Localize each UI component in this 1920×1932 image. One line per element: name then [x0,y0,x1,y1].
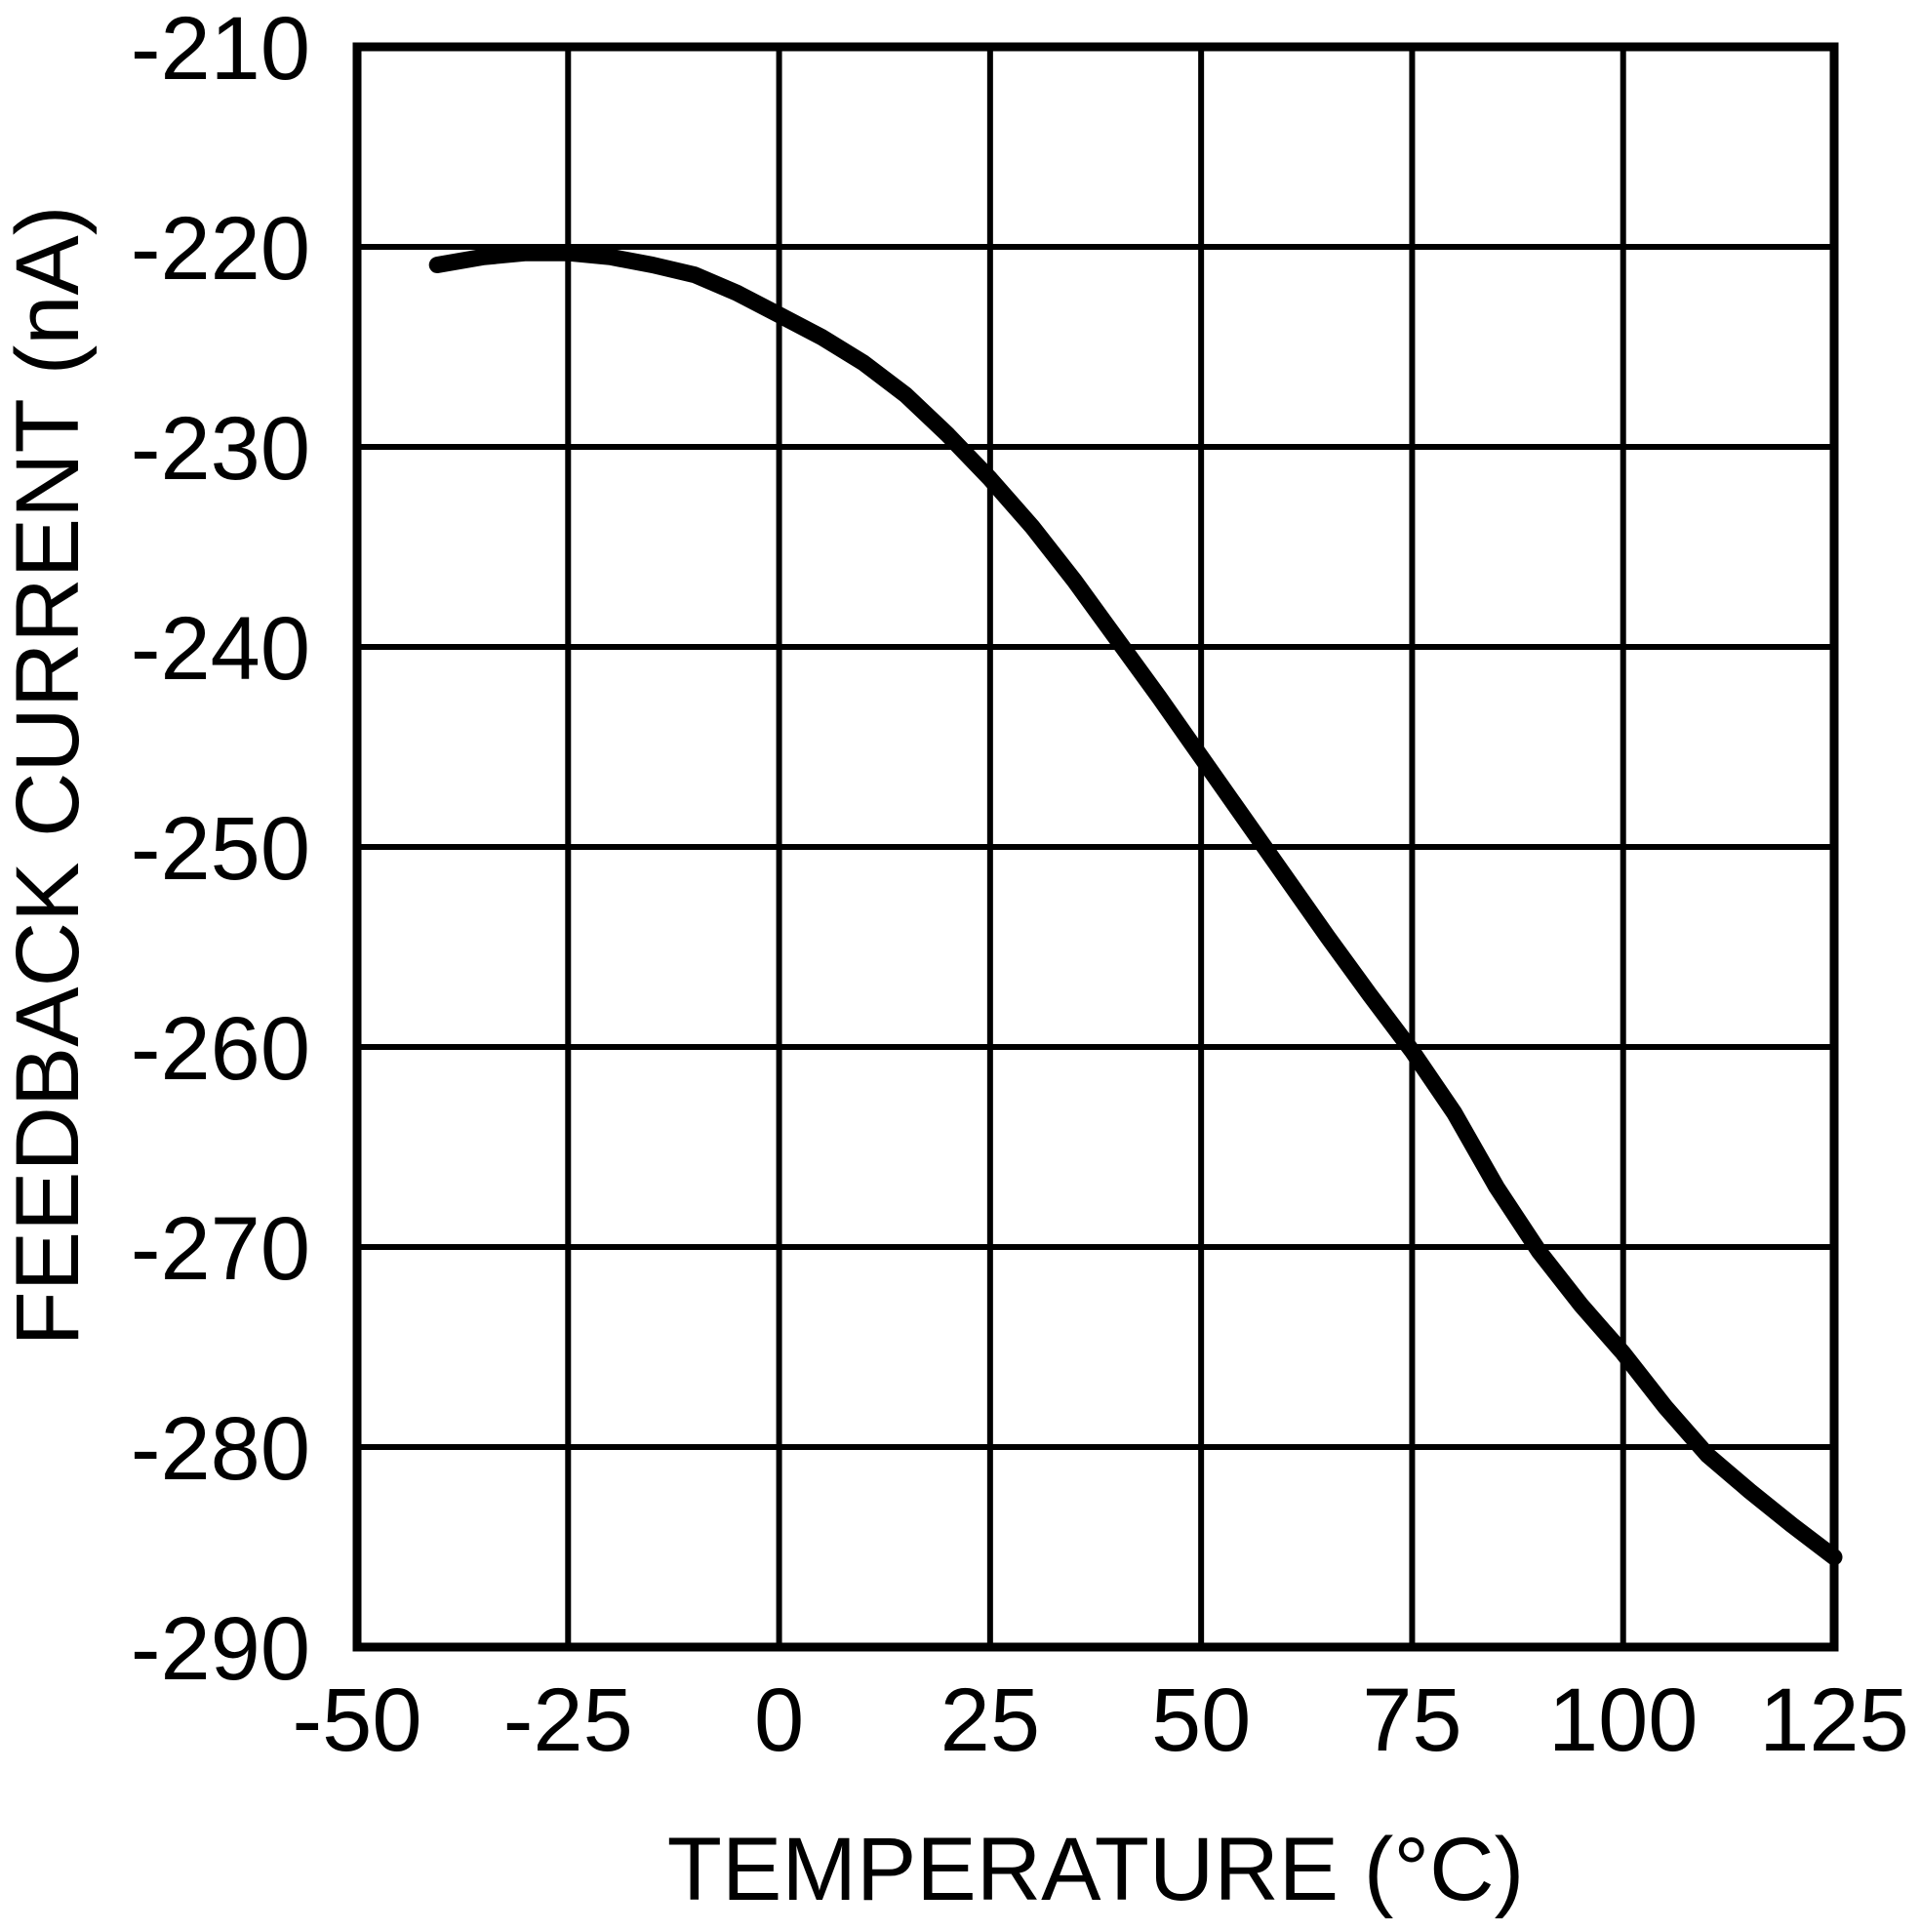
x-tick-label: 50 [1151,1670,1251,1770]
x-tick-label: 100 [1548,1670,1699,1770]
y-axis-title: FEEDBACK CURRENT (nA) [0,205,98,1347]
y-tick-label: -210 [131,0,310,99]
y-tick-label: -270 [131,1199,310,1299]
x-tick-label: -25 [503,1670,633,1770]
y-tick-label: -230 [131,399,310,499]
y-tick-label: -260 [131,999,310,1099]
y-tick-label: -220 [131,199,310,299]
x-tick-label: 0 [754,1670,804,1770]
x-tick-label: 25 [940,1670,1040,1770]
x-axis-title: TEMPERATURE (°C) [666,1820,1525,1919]
x-tick-label: 125 [1759,1670,1909,1770]
plot-border [352,42,1839,1652]
y-tick-label: -250 [131,799,310,899]
y-tick-label: -280 [131,1399,310,1499]
y-tick-label: -290 [131,1599,310,1699]
x-tick-label: -50 [293,1670,422,1770]
y-tick-label: -240 [131,599,310,699]
feedback-current-curve [428,244,1843,1566]
x-tick-label: 75 [1362,1670,1461,1770]
